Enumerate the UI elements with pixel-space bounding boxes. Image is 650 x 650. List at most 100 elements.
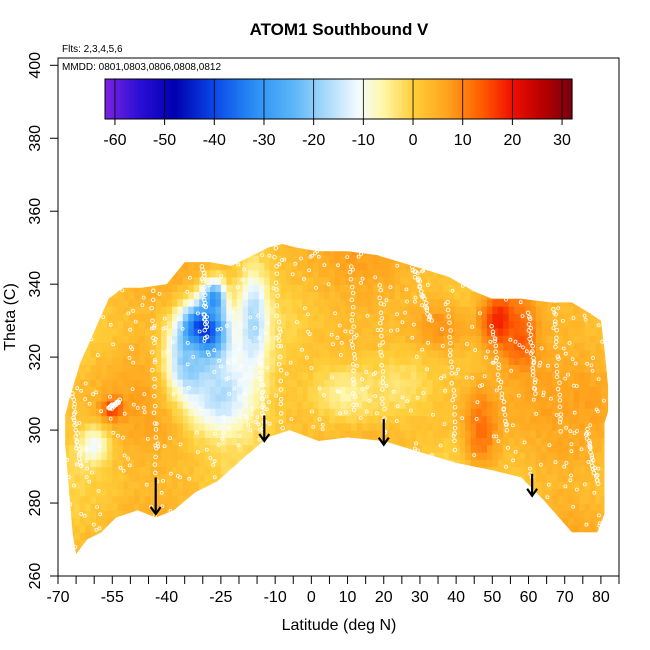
heatmap-cell [307, 364, 314, 373]
heatmap-cell [128, 335, 135, 344]
heatmap-cell [264, 262, 271, 271]
heatmap-cell [258, 437, 265, 446]
heatmap-cell [253, 386, 260, 395]
heatmap-cell [459, 298, 466, 307]
heatmap-cell [421, 335, 428, 344]
heatmap-cell [410, 291, 417, 300]
heatmap-cell [541, 335, 548, 344]
heatmap-cell [329, 422, 336, 431]
heatmap-cell [557, 320, 564, 329]
heatmap-cell [65, 430, 70, 438]
heatmap-cell [432, 437, 439, 446]
heatmap-cell [296, 327, 303, 336]
heatmap-cell [269, 269, 276, 278]
heatmap-cell [535, 430, 542, 438]
heatmap-cell [329, 320, 336, 329]
heatmap-cell [324, 291, 331, 300]
heatmap-cell [96, 364, 103, 373]
heatmap-cell [524, 415, 531, 424]
heatmap-cell [345, 357, 352, 366]
heatmap-cell [421, 284, 428, 293]
heatmap-cell [590, 408, 597, 417]
heatmap-cell [600, 408, 607, 417]
heatmap-cell [280, 313, 287, 322]
observation-point [452, 438, 457, 444]
heatmap-cell [226, 276, 233, 285]
heatmap-cell [307, 422, 314, 431]
heatmap-cell [166, 371, 173, 380]
heatmap-cell [448, 393, 455, 402]
heatmap-cell [378, 364, 385, 373]
heatmap-cell [340, 313, 347, 322]
heatmap-cell [177, 400, 184, 409]
heatmap-cell [389, 269, 396, 278]
heatmap-cell [275, 291, 282, 300]
heatmap-cell [253, 291, 260, 300]
heatmap-cell [508, 298, 515, 307]
heatmap-cell [459, 306, 466, 314]
heatmap-cell [220, 386, 227, 395]
heatmap-cell [226, 327, 233, 336]
observation-point [350, 362, 356, 367]
heatmap-cell [161, 481, 168, 490]
heatmap-cell [590, 473, 597, 482]
heatmap-cell [307, 342, 314, 351]
heatmap-cell [231, 444, 238, 453]
heatmap-cell [584, 481, 591, 490]
heatmap-cell [112, 335, 119, 344]
heatmap-cell [514, 451, 521, 460]
heatmap-cell [530, 422, 537, 431]
heatmap-cell [155, 473, 162, 482]
heatmap-cell [579, 444, 586, 453]
heatmap-cell [595, 335, 602, 344]
heatmap-cell [486, 400, 493, 409]
heatmap-cell [546, 342, 553, 351]
heatmap-cell [123, 298, 130, 307]
heatmap-cell [362, 276, 369, 285]
heatmap-cell [514, 437, 521, 446]
heatmap-cell [193, 422, 200, 431]
heatmap-cell [258, 430, 265, 438]
heatmap-cell [579, 451, 586, 460]
heatmap-cell [514, 379, 521, 387]
heatmap-cell [324, 284, 331, 293]
heatmap-cell [123, 327, 130, 336]
heatmap-cell [454, 342, 461, 351]
heatmap-cell [85, 459, 92, 468]
heatmap-cell [438, 320, 445, 329]
heatmap-cell [210, 269, 217, 278]
heatmap-cell [448, 335, 455, 344]
heatmap-cell [286, 386, 293, 395]
heatmap-cell [432, 335, 439, 344]
heatmap-cell [210, 437, 217, 446]
heatmap-cell [573, 503, 580, 511]
heatmap-cell [117, 408, 124, 417]
heatmap-cell [340, 422, 347, 431]
heatmap-cell [172, 481, 179, 490]
heatmap-cell [405, 357, 412, 366]
heatmap-cell [432, 364, 439, 373]
heatmap-cell [427, 371, 434, 380]
heatmap-cell [492, 437, 499, 446]
heatmap-cell [150, 408, 157, 417]
heatmap-cell [199, 430, 206, 438]
heatmap-cell [383, 320, 390, 329]
heatmap-cell [128, 313, 135, 322]
heatmap-cell [340, 291, 347, 300]
heatmap-cell [106, 327, 113, 336]
heatmap-cell [264, 320, 271, 329]
heatmap-cell [123, 408, 130, 417]
heatmap-cell [248, 357, 255, 366]
heatmap-cell [394, 422, 401, 431]
heatmap-cell [324, 379, 331, 387]
observation-point [201, 270, 207, 276]
heatmap-cell [595, 437, 602, 446]
heatmap-cell [96, 524, 103, 533]
heatmap-cell [492, 327, 499, 336]
heatmap-cell [177, 371, 184, 380]
heatmap-cell [362, 342, 369, 351]
heatmap-cell [112, 466, 119, 475]
heatmap-cell [481, 371, 488, 380]
heatmap-cell [340, 371, 347, 380]
heatmap-cell [590, 320, 597, 329]
